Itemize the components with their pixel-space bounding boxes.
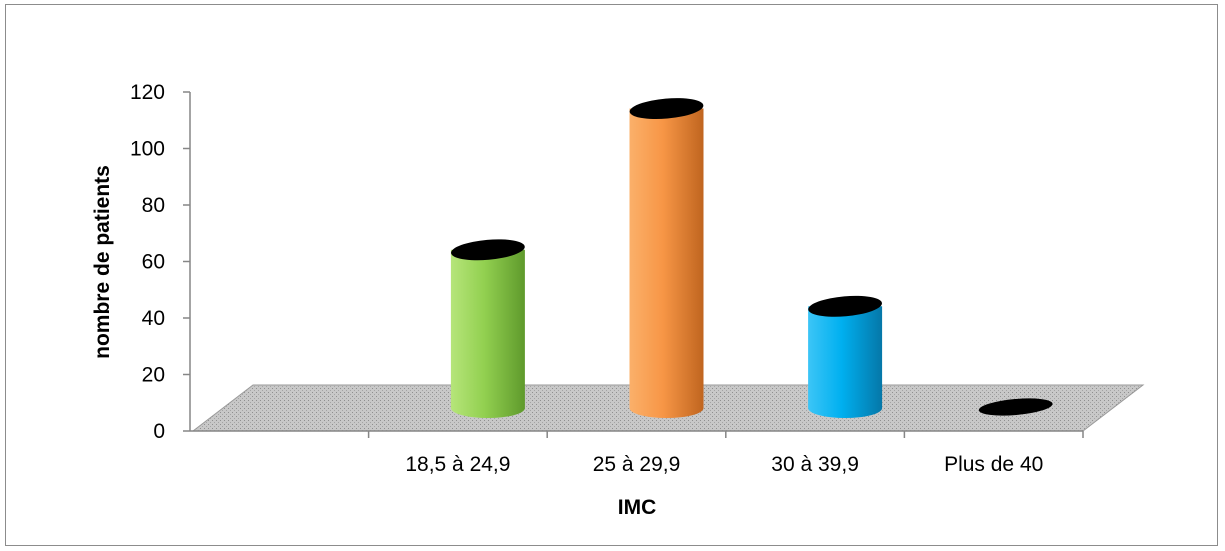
x-tick-label: 18,5 à 24,9	[405, 453, 510, 476]
bar-cylinder	[629, 98, 704, 419]
bar-top	[629, 98, 704, 120]
y-axis-ticks: 0 20 40 60 80 100 120	[130, 81, 190, 443]
y-axis-title: nombre de patients	[91, 165, 114, 359]
y-tick-label: 60	[142, 251, 165, 274]
bar-cylinder	[450, 239, 525, 418]
x-tick-label: 30 à 39,9	[771, 453, 859, 476]
bar-body	[450, 249, 525, 418]
x-axis-ticks: 18,5 à 24,9 25 à 29,9 30 à 39,9 Plus de 40	[367, 431, 1084, 476]
x-tick-label: 25 à 29,9	[593, 453, 681, 476]
cylinder-bars	[450, 98, 1053, 419]
bar-top	[978, 398, 1053, 416]
y-tick-label: 0	[153, 420, 165, 443]
bar-top	[451, 239, 525, 261]
chart-frame	[5, 4, 1218, 546]
y-tick-label: 80	[142, 194, 165, 217]
bar-cylinder	[978, 398, 1053, 416]
x-tick-label: Plus de 40	[944, 453, 1043, 476]
x-axis-title: IMC	[618, 496, 657, 519]
bar-cylinder	[808, 295, 883, 418]
y-tick-label: 120	[130, 81, 165, 104]
y-tick-label: 40	[142, 307, 165, 330]
y-tick-label: 100	[130, 138, 165, 161]
y-tick-label: 20	[142, 364, 165, 387]
bar-top	[808, 295, 882, 317]
bar-body	[808, 306, 883, 418]
bar-body	[629, 108, 704, 419]
